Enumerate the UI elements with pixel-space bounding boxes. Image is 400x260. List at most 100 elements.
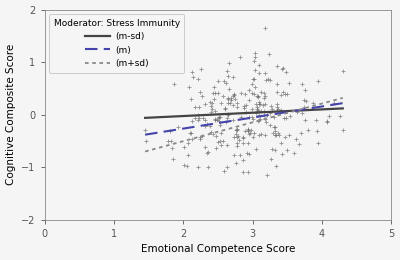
Point [259,103,266,107]
Point [257,117,264,121]
Point [241,106,248,110]
Point [234,144,240,148]
Point [246,152,252,156]
Point [246,132,252,136]
Point [279,67,286,71]
Point [243,110,249,114]
Point [245,141,251,145]
Point [207,100,214,104]
Point [231,92,237,96]
Point [234,135,240,139]
Point [264,113,271,117]
Point [245,127,251,131]
Point [210,85,217,89]
Point [265,77,271,81]
Point [194,165,201,169]
Point [216,119,222,124]
Point [250,117,256,121]
Point [314,129,320,133]
Point [340,128,346,133]
Point [233,160,240,165]
Point [207,130,214,134]
Point [224,113,231,117]
Point [237,153,244,157]
Point [181,145,187,149]
Point [276,133,282,137]
Point [249,107,256,111]
Point [202,145,208,149]
Point [248,91,255,95]
Point [214,91,221,95]
Point [234,101,240,105]
Point [296,141,302,146]
Point [252,51,259,56]
Point [248,128,254,132]
Point [233,132,239,136]
Point [225,97,231,101]
Point [221,79,227,83]
Point [223,120,229,124]
Point [234,127,240,132]
Line: (m-sd): (m-sd) [145,108,343,118]
Point [272,148,278,152]
Point [282,135,288,139]
Point [198,67,204,72]
Point [251,59,257,63]
Point [255,119,262,123]
Line: (m): (m) [145,103,343,135]
Point [254,105,260,109]
Point [284,92,290,96]
Point [244,151,250,155]
Point [232,128,239,132]
Point [272,125,278,129]
Point [187,131,193,135]
Point [250,77,257,81]
Point [301,98,308,102]
Point [286,81,292,85]
Point [224,165,230,169]
Point [218,101,224,105]
Point [262,71,268,75]
Point [186,85,192,89]
Point [208,104,214,108]
Point [280,90,286,95]
Point [240,135,246,140]
Point [264,173,270,177]
Point [205,150,212,154]
Point [298,131,304,135]
Point [314,79,321,83]
Point [177,63,183,67]
Point [256,63,262,67]
Point [292,136,299,141]
Point [271,125,278,129]
Point [226,101,233,105]
Point [225,112,231,116]
Point [208,107,215,111]
Point [199,134,205,139]
Point [243,102,249,107]
Point [171,82,178,86]
Point [240,158,246,162]
Point [215,116,222,120]
Point [252,102,259,106]
Point [310,101,316,105]
Point [224,115,230,120]
Point [258,132,264,136]
Point [203,151,210,155]
Point [220,94,226,98]
Point [299,81,305,86]
Point [212,109,219,114]
Point [236,55,243,59]
Point [274,105,280,109]
Point [256,102,262,106]
Point [291,151,297,155]
Point [245,129,252,133]
Point [258,108,265,113]
Point [274,109,280,113]
Point [260,92,267,96]
Point [272,133,278,138]
Point [230,118,236,122]
Point [266,111,273,115]
Point [303,99,309,103]
Point [275,131,281,135]
